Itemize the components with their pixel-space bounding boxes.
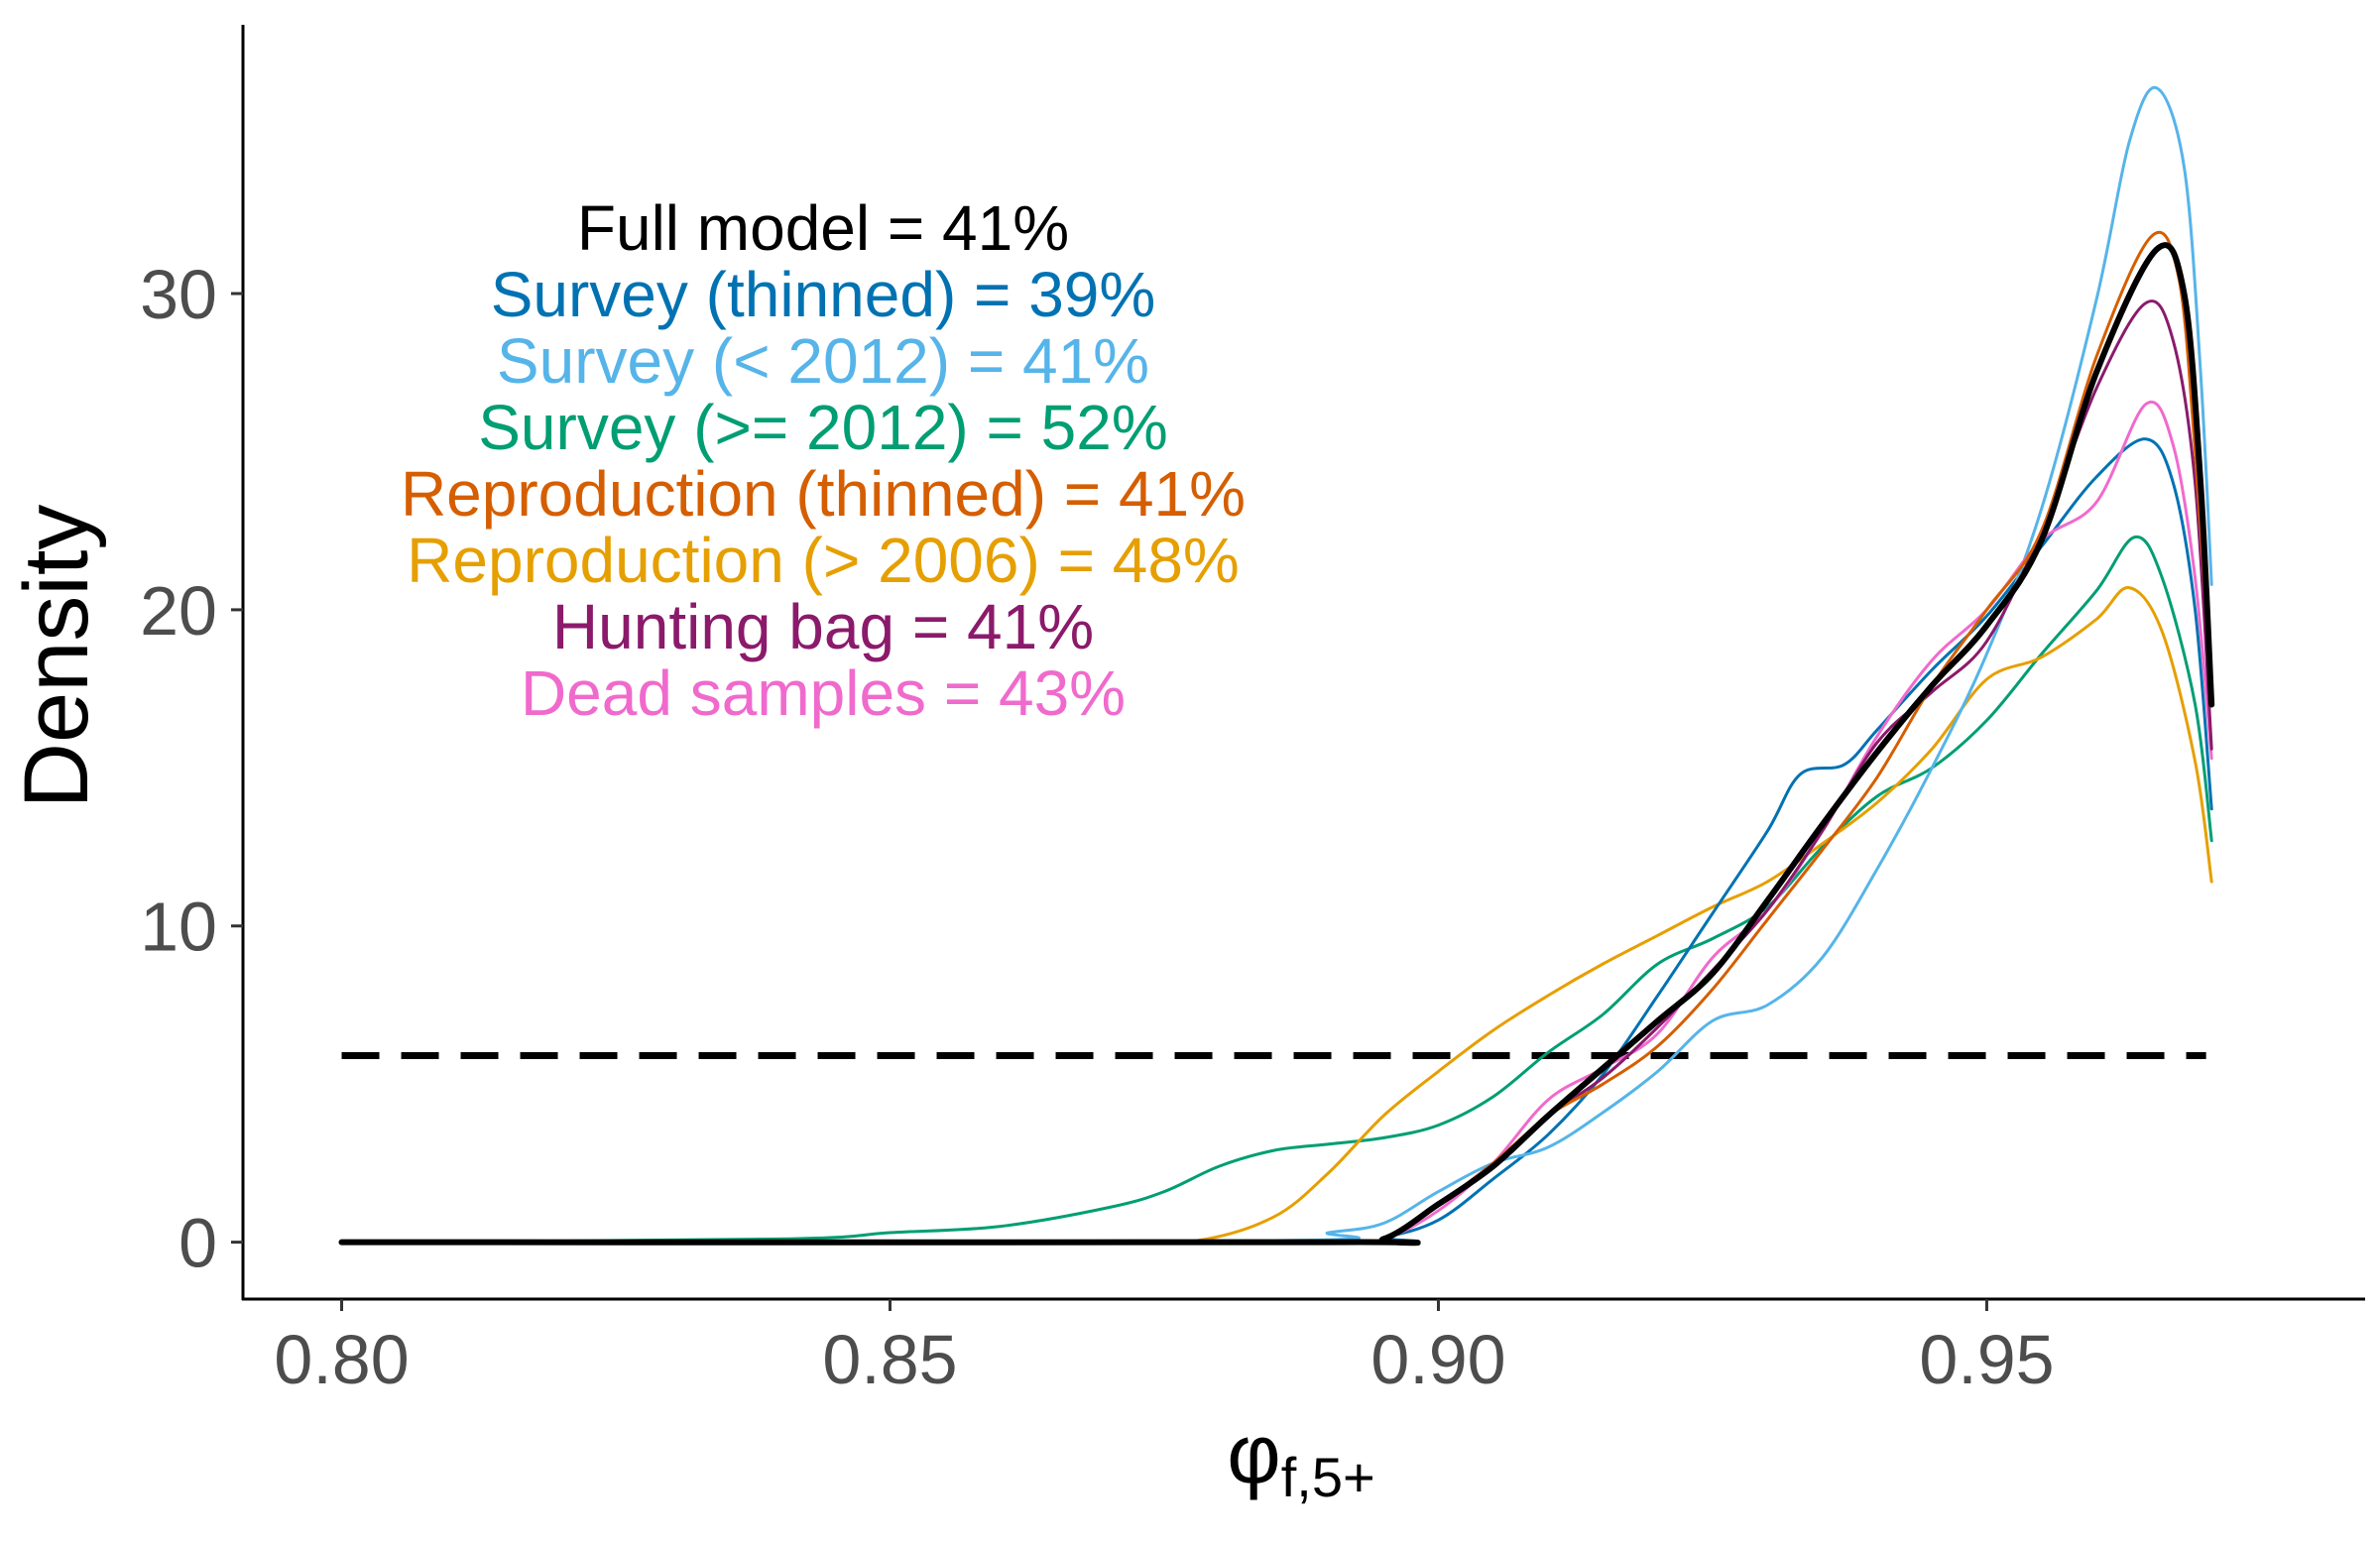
y-tick-label: 10 <box>140 889 217 966</box>
x-axis-title: φf,5+ <box>1227 1407 1374 1508</box>
density-curve-1 <box>340 536 2213 1245</box>
y-tick-label: 0 <box>178 1205 217 1282</box>
x-tick-label: 0.85 <box>822 1321 957 1398</box>
annotation-label-6: Reproduction (> 2006) = 48% <box>407 525 1240 596</box>
axes-layer: 0.80 0.85 0.90 0.95 0 10 20 30 <box>140 25 2365 1398</box>
annotation-layer: Full model = 41%Survey (thinned) = 39%Su… <box>401 192 1246 729</box>
annotation-label-1: Full model = 41% <box>577 192 1069 264</box>
annotation-label-7: Hunting bag = 41% <box>552 591 1094 662</box>
x-axis-title-subscript: f,5+ <box>1281 1446 1375 1508</box>
x-tick-label: 0.90 <box>1370 1321 1505 1398</box>
annotation-label-3: Survey (< 2012) = 41% <box>497 325 1149 397</box>
annotation-label-4: Survey (>= 2012) = 52% <box>478 392 1168 463</box>
x-tick-label: 0.95 <box>1919 1321 2054 1398</box>
annotation-label-5: Reproduction (thinned) = 41% <box>401 458 1246 530</box>
density-curve-8 <box>338 242 2215 1247</box>
series-layer <box>338 85 2215 1247</box>
x-tick-label: 0.80 <box>274 1321 409 1398</box>
y-tick-label: 30 <box>140 256 217 333</box>
y-axis-title: Density <box>6 505 107 809</box>
annotation-label-2: Survey (thinned) = 39% <box>491 259 1156 330</box>
density-curve-4 <box>340 85 2213 1245</box>
y-tick-label: 20 <box>140 572 217 650</box>
x-axis-title-symbol: φ <box>1227 1407 1280 1500</box>
annotation-label-8: Dead samples = 43% <box>521 657 1126 729</box>
